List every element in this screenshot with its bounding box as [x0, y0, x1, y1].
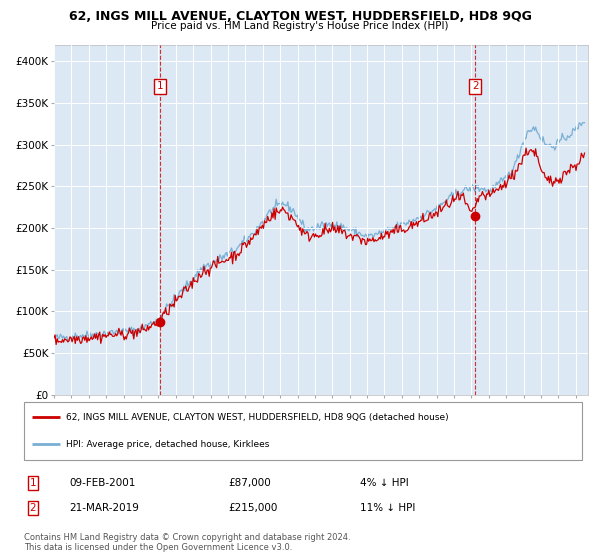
Text: 1: 1 [157, 81, 163, 91]
Text: HPI: Average price, detached house, Kirklees: HPI: Average price, detached house, Kirk… [66, 440, 269, 449]
Text: 2: 2 [472, 81, 479, 91]
Text: 1: 1 [29, 478, 37, 488]
Text: 2: 2 [29, 503, 37, 513]
Text: 62, INGS MILL AVENUE, CLAYTON WEST, HUDDERSFIELD, HD8 9QG: 62, INGS MILL AVENUE, CLAYTON WEST, HUDD… [68, 10, 532, 23]
Text: 62, INGS MILL AVENUE, CLAYTON WEST, HUDDERSFIELD, HD8 9QG (detached house): 62, INGS MILL AVENUE, CLAYTON WEST, HUDD… [66, 413, 448, 422]
Text: 21-MAR-2019: 21-MAR-2019 [69, 503, 139, 513]
Text: 11% ↓ HPI: 11% ↓ HPI [360, 503, 415, 513]
Text: 4% ↓ HPI: 4% ↓ HPI [360, 478, 409, 488]
Text: £215,000: £215,000 [228, 503, 277, 513]
Text: Contains HM Land Registry data © Crown copyright and database right 2024.: Contains HM Land Registry data © Crown c… [24, 533, 350, 542]
Text: This data is licensed under the Open Government Licence v3.0.: This data is licensed under the Open Gov… [24, 543, 292, 552]
Text: Price paid vs. HM Land Registry's House Price Index (HPI): Price paid vs. HM Land Registry's House … [151, 21, 449, 31]
Text: £87,000: £87,000 [228, 478, 271, 488]
Text: 09-FEB-2001: 09-FEB-2001 [69, 478, 136, 488]
